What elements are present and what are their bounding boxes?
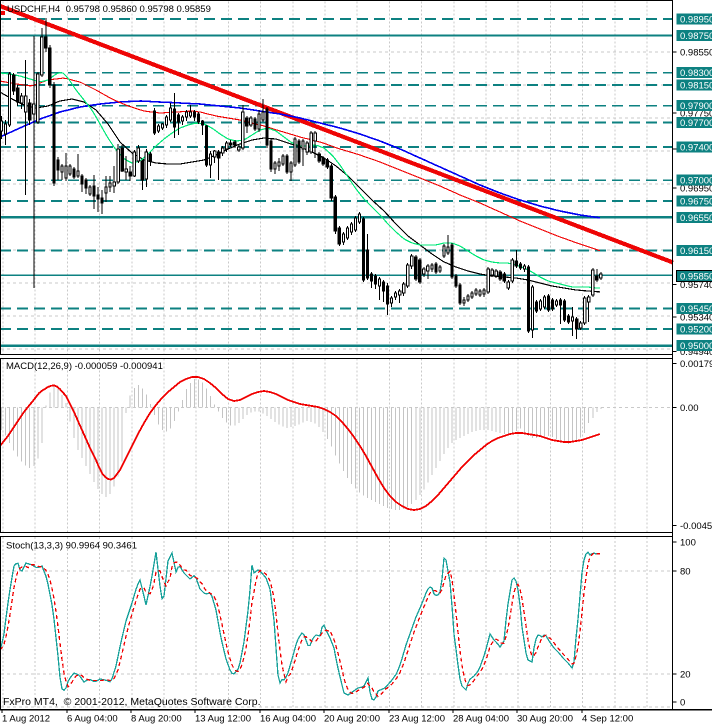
svg-text:0.98950: 0.98950 [680, 14, 712, 25]
svg-text:8 Aug 20:00: 8 Aug 20:00 [131, 714, 182, 725]
svg-text:23 Aug 12:00: 23 Aug 12:00 [389, 714, 445, 725]
svg-text:0.95740: 0.95740 [680, 280, 712, 291]
svg-text:0.96950: 0.96950 [680, 183, 712, 194]
svg-text:0.97900: 0.97900 [680, 101, 712, 112]
svg-text:0.00179: 0.00179 [680, 359, 712, 370]
svg-text:FxPro MT4, © 2001-2012, MetaQ: FxPro MT4, © 2001-2012, MetaQuotes Softw… [3, 696, 261, 708]
svg-text:0.95200: 0.95200 [680, 324, 712, 335]
svg-text:0.94940: 0.94940 [680, 347, 712, 358]
svg-text:0.95000: 0.95000 [680, 341, 712, 352]
svg-text:4 Sep 12:00: 4 Sep 12:00 [582, 714, 633, 725]
svg-text:30 Aug 20:00: 30 Aug 20:00 [517, 714, 573, 725]
svg-text:0.97750: 0.97750 [680, 108, 712, 119]
svg-text:0.95450: 0.95450 [680, 304, 712, 315]
svg-text:0.96750: 0.96750 [680, 196, 712, 207]
svg-text:0.98750: 0.98750 [680, 31, 712, 42]
svg-text:80: 80 [680, 567, 691, 578]
svg-text:0.96550: 0.96550 [680, 213, 712, 224]
svg-text:0.96150: 0.96150 [680, 246, 712, 257]
svg-text:0.98150: 0.98150 [680, 81, 712, 92]
svg-text:13 Aug 12:00: 13 Aug 12:00 [195, 714, 251, 725]
svg-text:MACD(12,26,9) -0.000059 -0.000: MACD(12,26,9) -0.000059 -0.000941 [6, 361, 163, 372]
svg-text:-0.00457: -0.00457 [680, 521, 712, 532]
svg-text:Stoch(13,3,3) 90.9964 90.3461: Stoch(13,3,3) 90.9964 90.3461 [6, 541, 137, 552]
svg-text:16 Aug 04:00: 16 Aug 04:00 [260, 714, 316, 725]
svg-text:0.97000: 0.97000 [680, 176, 712, 187]
svg-text:0.95340: 0.95340 [680, 313, 712, 324]
svg-text:1 Aug 2012: 1 Aug 2012 [2, 714, 50, 725]
svg-text:USDCHF,H4 0.95798 0.95860 0.9: USDCHF,H4 0.95798 0.95860 0.95798 0.9585… [7, 4, 211, 15]
svg-text:0.97700: 0.97700 [680, 118, 712, 129]
svg-text:28 Aug 04:00: 28 Aug 04:00 [453, 714, 509, 725]
svg-text:0.98550: 0.98550 [680, 48, 712, 59]
svg-text:100: 100 [680, 538, 696, 549]
svg-text:0.98300: 0.98300 [680, 68, 712, 79]
svg-text:0.95850: 0.95850 [680, 272, 712, 283]
svg-text:0.00: 0.00 [680, 403, 699, 414]
svg-text:6 Aug 04:00: 6 Aug 04:00 [67, 714, 118, 725]
svg-text:0.97400: 0.97400 [680, 143, 712, 154]
svg-text:20: 20 [680, 669, 691, 680]
svg-text:20 Aug 20:00: 20 Aug 20:00 [324, 714, 380, 725]
svg-text:0: 0 [680, 698, 685, 709]
